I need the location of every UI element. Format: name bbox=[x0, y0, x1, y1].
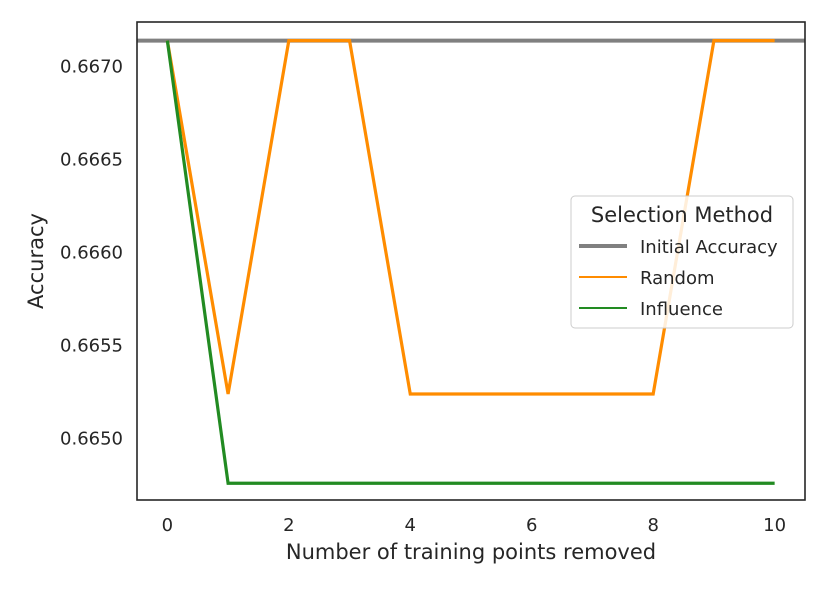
legend-label-random: Random bbox=[640, 268, 715, 289]
y-tick-labels: 0.6650 0.6655 0.6660 0.6665 0.6670 bbox=[60, 57, 123, 450]
legend-title: Selection Method bbox=[591, 203, 773, 227]
y-axis-title: Accuracy bbox=[24, 213, 48, 309]
series-line-influence bbox=[165, 40, 775, 485]
x-axis-title: Number of training points removed bbox=[286, 540, 656, 564]
y-tick-label: 0.6670 bbox=[60, 57, 123, 78]
x-tick-label: 10 bbox=[763, 515, 786, 536]
x-tick-label: 8 bbox=[647, 515, 658, 536]
legend-label-initial-accuracy: Initial Accuracy bbox=[640, 237, 778, 258]
legend: Selection Method Initial Accuracy Random… bbox=[570, 195, 794, 329]
x-tick-label: 0 bbox=[162, 515, 173, 536]
y-tick-label: 0.6665 bbox=[60, 150, 123, 171]
plot-frame bbox=[136, 21, 806, 501]
legend-box bbox=[570, 195, 794, 329]
x-tick-label: 2 bbox=[283, 515, 294, 536]
x-tick-label: 4 bbox=[405, 515, 416, 536]
legend-label-influence: Influence bbox=[640, 299, 723, 320]
y-tick-label: 0.6660 bbox=[60, 243, 123, 264]
x-tick-label: 6 bbox=[526, 515, 537, 536]
y-tick-label: 0.6650 bbox=[60, 429, 123, 450]
y-tick-label: 0.6655 bbox=[60, 336, 123, 357]
x-tick-labels: 0 2 4 6 8 10 bbox=[162, 515, 786, 536]
